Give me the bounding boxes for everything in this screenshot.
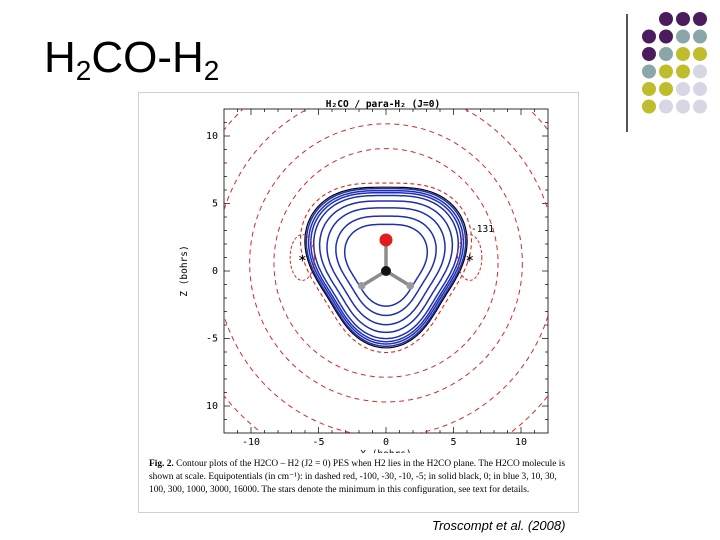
contour-blue-100 (312, 194, 460, 340)
decor-dot (659, 12, 673, 26)
contour-blue-10 (307, 189, 465, 345)
minimum-contour (289, 234, 315, 281)
decor-dot (659, 47, 673, 61)
x-axis-label: X (bohrs) (360, 449, 411, 453)
caption-label: Fig. 2. (149, 459, 174, 469)
decor-dot (676, 29, 690, 44)
x-tick-label: 10 (515, 437, 527, 448)
contour-annotation: -131 (471, 224, 494, 235)
chart-title: H₂CO / para-H₂ (J=0) (326, 99, 440, 110)
contour-blue-300 (318, 200, 454, 334)
x-tick-label: 0 (383, 437, 389, 448)
decor-dot (693, 82, 707, 96)
decor-dot (676, 12, 690, 26)
decor-dot (693, 47, 707, 61)
contour-blue-16000 (343, 223, 429, 307)
decorative-dot-grid (642, 12, 707, 114)
decor-dot (676, 47, 690, 61)
decor-dot (659, 29, 673, 44)
y-tick-label: 10 (206, 401, 218, 412)
decor-dot (659, 99, 673, 114)
citation: Troscompt et al. (2008) (432, 518, 566, 533)
contour-zero (304, 186, 468, 349)
decor-dot (693, 64, 707, 79)
x-tick-label: -5 (312, 437, 324, 448)
atom-H (357, 282, 366, 290)
contour-blue-3 (305, 187, 467, 348)
decor-dot (693, 29, 707, 44)
atom-O (379, 233, 393, 247)
contour-blue-1000 (326, 207, 446, 326)
contour-blue-3000 (335, 215, 437, 317)
contour-plot: H₂CO / para-H₂ (J=0) -10 -5 0 5 10 10 5 0 -5 10 X (… (179, 99, 549, 453)
y-tick-label: -5 (206, 334, 218, 345)
minimum-contour (457, 234, 483, 281)
contour-dashed--5 (224, 109, 548, 433)
contour-dashed-inner (299, 182, 473, 354)
figure-caption: Fig. 2. Contour plots of the H2CO – H2 (… (149, 458, 569, 498)
x-tick-label: -10 (242, 437, 260, 448)
decor-dot (676, 99, 690, 114)
decorative-divider (626, 14, 628, 132)
slide-title: H2CO-H2 (44, 33, 220, 86)
decor-dot (642, 82, 656, 96)
decor-dot (642, 99, 656, 114)
decor-dot (676, 64, 690, 79)
y-tick-label: 5 (212, 199, 218, 210)
decor-dot (693, 12, 707, 26)
decor-dot (676, 82, 690, 96)
decor-dot (659, 82, 673, 96)
contour-dashed--30 (249, 123, 523, 403)
decor-dot (693, 99, 707, 114)
contour-dashed--100 (273, 148, 499, 378)
decor-dot (659, 64, 673, 79)
contour-layer: ∗ ∗ (224, 109, 548, 433)
decor-dot (642, 64, 656, 79)
y-tick-label: 0 (212, 266, 218, 277)
y-axis-label: Z (bohrs) (179, 245, 190, 296)
decor-dot (642, 29, 656, 44)
caption-text: Contour plots of the H2CO – H2 (J2 = 0) … (149, 459, 566, 496)
atom-C (381, 266, 391, 276)
minimum-star: ∗ (465, 253, 474, 265)
x-tick-label: 5 (450, 437, 456, 448)
minimum-star: ∗ (298, 253, 307, 265)
atom-H (406, 282, 415, 290)
figure-panel: H₂CO / para-H₂ (J=0) -10 -5 0 5 10 10 5 0 -5 10 X (… (138, 92, 579, 513)
y-tick-label: 10 (206, 131, 218, 142)
decor-dot (642, 47, 656, 61)
